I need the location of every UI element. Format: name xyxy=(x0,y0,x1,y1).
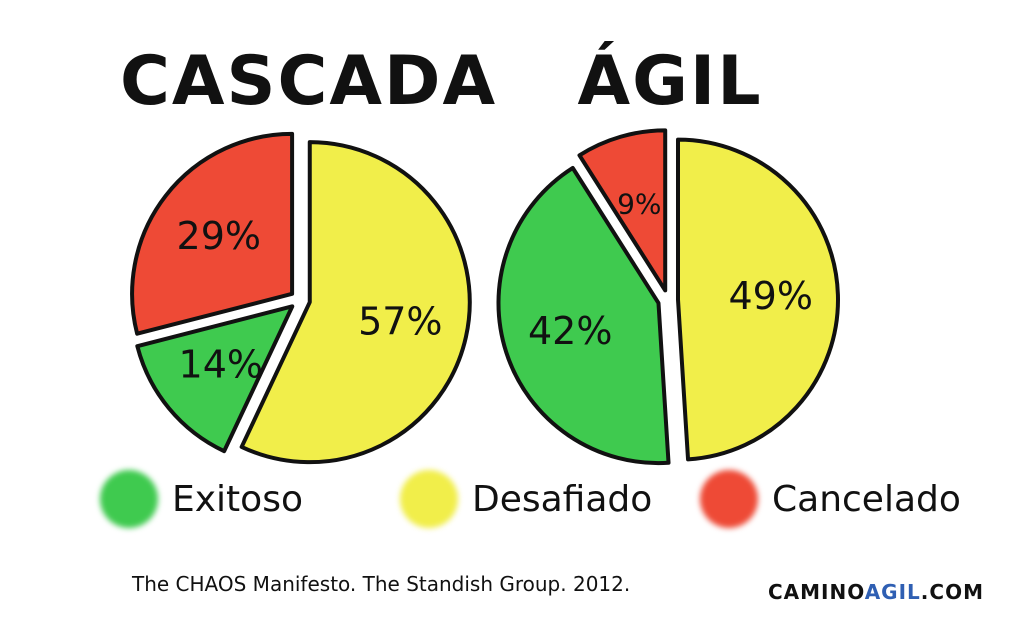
legend-item-exitoso: Exitoso xyxy=(100,470,303,528)
source-citation: The CHAOS Manifesto. The Standish Group.… xyxy=(132,572,631,596)
legend-label-desafiado: Desafiado xyxy=(472,478,653,520)
legend-label-exitoso: Exitoso xyxy=(172,478,303,520)
chart-title-cascada: CASCADA xyxy=(120,42,498,121)
pie-slice--gil-exitoso xyxy=(496,165,671,466)
brand-part1: CAMINO xyxy=(768,580,865,604)
pie-label--gil-exitoso: 42% xyxy=(528,309,612,353)
pie-label--gil-cancelado: 9% xyxy=(617,187,661,220)
pie-label-cascada-exitoso: 14% xyxy=(179,343,263,387)
legend-swatch-desafiado xyxy=(400,470,458,528)
pie-label-cascada-cancelado: 29% xyxy=(177,214,261,258)
brand-part3: .COM xyxy=(920,580,984,604)
pie-label-cascada-desafiado: 57% xyxy=(358,299,442,343)
legend-swatch-exitoso xyxy=(100,470,158,528)
brand-logo: CAMINOAGIL.COM xyxy=(768,580,984,604)
pie-slice-cascada-desafiado xyxy=(239,140,472,465)
pie-slice--gil-cancelado xyxy=(577,128,668,293)
legend-label-cancelado: Cancelado xyxy=(772,478,961,520)
pie-slice--gil-desafiado xyxy=(675,137,840,462)
pie-slice-cascada-exitoso xyxy=(135,304,295,454)
brand-part2: AGIL xyxy=(864,580,921,604)
pie-chart-agil: 49% 42% 9% xyxy=(496,128,840,466)
pie-slice-cascada-cancelado xyxy=(130,131,295,336)
legend-item-cancelado: Cancelado xyxy=(700,470,961,528)
chart-title-agil: ÁGIL xyxy=(577,42,763,121)
pie-label--gil-desafiado: 49% xyxy=(729,274,813,318)
pie-chart-cascada: 57% 14% 29% xyxy=(130,131,472,465)
legend-item-desafiado: Desafiado xyxy=(400,470,652,528)
legend-swatch-cancelado xyxy=(700,470,758,528)
